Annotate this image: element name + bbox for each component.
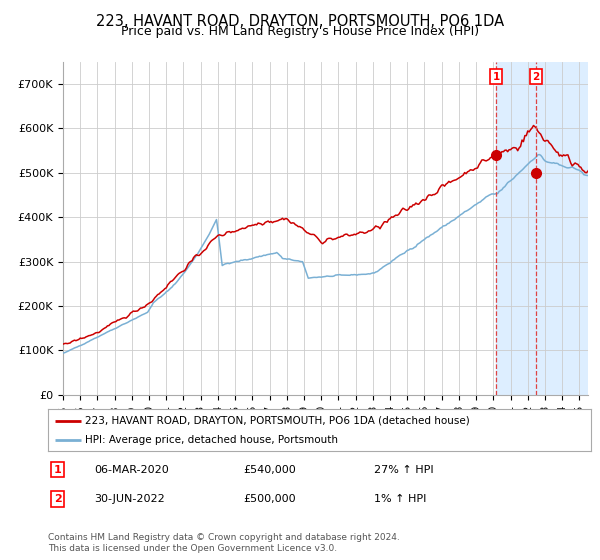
Text: Contains HM Land Registry data © Crown copyright and database right 2024.
This d: Contains HM Land Registry data © Crown c… — [48, 533, 400, 553]
Bar — [496, 62, 588, 395]
Text: HPI: Average price, detached house, Portsmouth: HPI: Average price, detached house, Port… — [85, 435, 338, 445]
Text: £500,000: £500,000 — [244, 494, 296, 504]
Text: £540,000: £540,000 — [244, 465, 296, 475]
Text: 223, HAVANT ROAD, DRAYTON, PORTSMOUTH, PO6 1DA: 223, HAVANT ROAD, DRAYTON, PORTSMOUTH, P… — [96, 14, 504, 29]
Text: 223, HAVANT ROAD, DRAYTON, PORTSMOUTH, PO6 1DA (detached house): 223, HAVANT ROAD, DRAYTON, PORTSMOUTH, P… — [85, 416, 470, 426]
Text: 30-JUN-2022: 30-JUN-2022 — [94, 494, 165, 504]
Text: 27% ↑ HPI: 27% ↑ HPI — [374, 465, 433, 475]
Text: 1% ↑ HPI: 1% ↑ HPI — [374, 494, 426, 504]
Text: 2: 2 — [54, 494, 62, 504]
Text: 1: 1 — [54, 465, 62, 475]
Text: Price paid vs. HM Land Registry's House Price Index (HPI): Price paid vs. HM Land Registry's House … — [121, 25, 479, 38]
Text: 2: 2 — [533, 72, 540, 82]
Text: 1: 1 — [493, 72, 500, 82]
Text: 06-MAR-2020: 06-MAR-2020 — [94, 465, 169, 475]
